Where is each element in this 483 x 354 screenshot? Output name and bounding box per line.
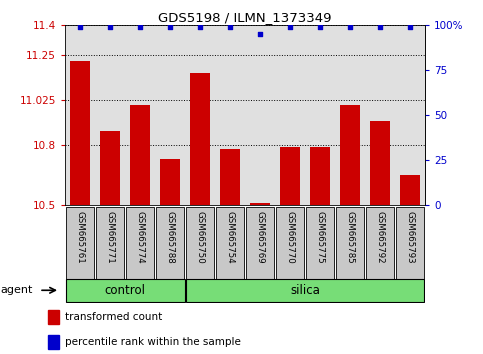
- FancyBboxPatch shape: [66, 207, 94, 280]
- Text: GSM665793: GSM665793: [406, 211, 414, 264]
- FancyBboxPatch shape: [127, 207, 154, 280]
- Text: GSM665754: GSM665754: [226, 211, 235, 264]
- Text: GSM665775: GSM665775: [315, 211, 325, 264]
- Bar: [280, 147, 300, 205]
- Bar: [100, 131, 120, 205]
- Bar: [250, 203, 270, 205]
- Bar: [311, 147, 330, 205]
- Point: [106, 24, 114, 29]
- Point: [376, 24, 384, 29]
- Point: [136, 24, 144, 29]
- Text: GSM665785: GSM665785: [345, 211, 355, 264]
- Bar: [71, 61, 90, 205]
- Bar: [220, 149, 240, 205]
- Point: [286, 24, 294, 29]
- Point: [316, 24, 324, 29]
- FancyBboxPatch shape: [216, 207, 244, 280]
- Text: control: control: [105, 284, 146, 297]
- FancyBboxPatch shape: [186, 207, 214, 280]
- Point: [346, 24, 354, 29]
- Point: [196, 24, 204, 29]
- FancyBboxPatch shape: [66, 279, 185, 302]
- Text: percentile rank within the sample: percentile rank within the sample: [65, 337, 241, 347]
- Text: GSM665792: GSM665792: [376, 211, 384, 264]
- Point: [166, 24, 174, 29]
- FancyBboxPatch shape: [186, 279, 425, 302]
- FancyBboxPatch shape: [156, 207, 184, 280]
- Bar: [48, 310, 59, 324]
- Point: [406, 24, 414, 29]
- FancyBboxPatch shape: [366, 207, 394, 280]
- FancyBboxPatch shape: [336, 207, 364, 280]
- Bar: [48, 335, 59, 349]
- Point: [226, 24, 234, 29]
- Bar: [190, 73, 210, 205]
- Point: [76, 24, 84, 29]
- Bar: [160, 159, 180, 205]
- FancyBboxPatch shape: [396, 207, 424, 280]
- Text: GSM665769: GSM665769: [256, 211, 265, 264]
- Text: GSM665771: GSM665771: [106, 211, 114, 264]
- FancyBboxPatch shape: [246, 207, 274, 280]
- Text: GSM665774: GSM665774: [136, 211, 145, 264]
- Text: GSM665788: GSM665788: [166, 211, 175, 264]
- Text: GSM665770: GSM665770: [285, 211, 295, 264]
- Text: GSM665750: GSM665750: [196, 211, 205, 264]
- Bar: [341, 105, 360, 205]
- Title: GDS5198 / ILMN_1373349: GDS5198 / ILMN_1373349: [158, 11, 332, 24]
- Text: GSM665761: GSM665761: [76, 211, 85, 264]
- Bar: [130, 105, 150, 205]
- Bar: [370, 121, 390, 205]
- FancyBboxPatch shape: [306, 207, 334, 280]
- FancyBboxPatch shape: [97, 207, 124, 280]
- Bar: [400, 175, 420, 205]
- Text: silica: silica: [290, 284, 320, 297]
- Point: [256, 31, 264, 37]
- FancyBboxPatch shape: [276, 207, 304, 280]
- Text: agent: agent: [0, 285, 32, 295]
- Text: transformed count: transformed count: [65, 312, 162, 322]
